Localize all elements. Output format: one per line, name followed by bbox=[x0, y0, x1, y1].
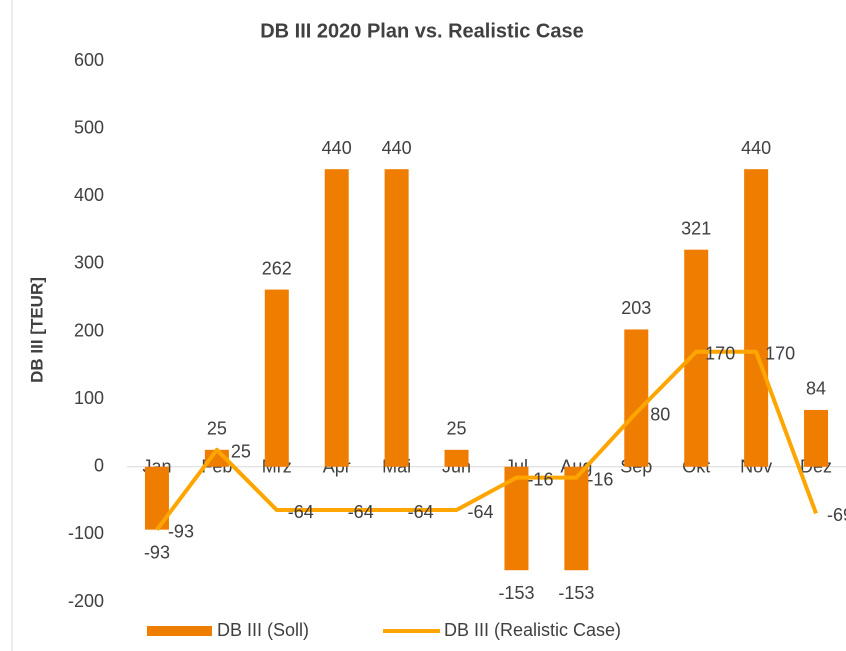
bar bbox=[444, 449, 469, 467]
bar-value-label: 203 bbox=[621, 298, 651, 318]
legend-swatch bbox=[147, 626, 212, 636]
y-tick-label: -200 bbox=[68, 591, 104, 611]
bar-value-label: 440 bbox=[382, 138, 412, 158]
bar bbox=[624, 329, 649, 467]
bar bbox=[324, 169, 349, 467]
y-tick-label: 300 bbox=[74, 253, 104, 273]
bar-value-label: 440 bbox=[741, 138, 771, 158]
line-value-label: 170 bbox=[705, 344, 735, 364]
legend-label: DB III (Realistic Case) bbox=[444, 620, 621, 640]
y-tick-label: -100 bbox=[68, 523, 104, 543]
line bbox=[155, 349, 818, 531]
y-tick-label: 600 bbox=[74, 50, 104, 70]
bar-value-label: -93 bbox=[144, 542, 170, 562]
y-axis-title: DB III [TEUR] bbox=[27, 277, 46, 383]
legend-label: DB III (Soll) bbox=[217, 620, 309, 640]
line-value-label: -93 bbox=[168, 521, 194, 541]
bar-value-label: 321 bbox=[681, 218, 711, 238]
bar-value-label: 440 bbox=[322, 138, 352, 158]
bar bbox=[264, 289, 289, 467]
line-value-label: 25 bbox=[231, 442, 251, 462]
line-value-label: 80 bbox=[650, 404, 670, 424]
y-tick-label: 200 bbox=[74, 320, 104, 340]
line-value-label: -69 bbox=[827, 505, 846, 525]
y-tick-label: 100 bbox=[74, 388, 104, 408]
y-tick-label: 0 bbox=[94, 456, 104, 476]
line-value-label: -16 bbox=[527, 469, 553, 489]
line-value-label: 170 bbox=[765, 344, 795, 364]
bar bbox=[384, 169, 409, 467]
bar bbox=[744, 169, 769, 467]
y-tick-label: 500 bbox=[74, 117, 104, 137]
line-value-label: -16 bbox=[587, 469, 613, 489]
y-tick-label: 400 bbox=[74, 185, 104, 205]
bar-value-label: -153 bbox=[558, 583, 594, 603]
bar-value-label: 84 bbox=[806, 379, 826, 399]
line-value-label: -64 bbox=[468, 502, 494, 522]
bar bbox=[564, 466, 589, 571]
line-value-label: -64 bbox=[288, 502, 314, 522]
chart-title: DB III 2020 Plan vs. Realistic Case bbox=[260, 20, 584, 42]
bar bbox=[804, 409, 829, 467]
bar-value-label: -153 bbox=[498, 583, 534, 603]
line-value-label: -64 bbox=[408, 502, 434, 522]
bar-value-label: 262 bbox=[262, 258, 292, 278]
bar-value-label: 25 bbox=[207, 419, 227, 439]
line-value-label: -64 bbox=[348, 502, 374, 522]
bar-value-label: 25 bbox=[447, 419, 467, 439]
